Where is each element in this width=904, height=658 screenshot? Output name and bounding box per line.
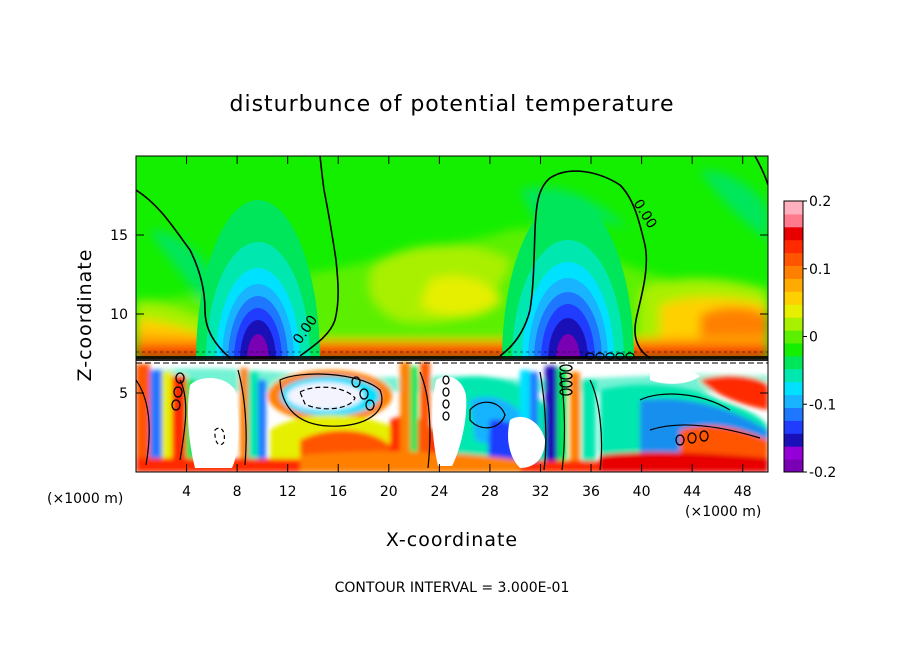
colorbar-swatch [784,381,803,396]
contour-interval-text: CONTOUR INTERVAL = 3.000E-01 [335,580,570,596]
colorbar-swatch [784,291,803,305]
white-pockets [187,367,700,468]
lower-field [136,359,768,472]
colorbar-swatch [784,278,803,292]
colorbar-swatch [784,239,803,254]
x-unit-label-right: (×1000 m) [685,504,761,520]
colorbar-label: 0.2 [809,194,831,210]
interface-band [136,351,768,364]
colorbar-swatch [784,330,803,344]
cold-dome-left [196,200,320,359]
colorbar-label: 0 [809,330,818,346]
y-axis-title: Z-coordinate [74,249,96,382]
lower-contours [136,369,761,471]
colorbar-swatch [784,355,803,370]
colorbar-swatch [784,368,803,383]
x-axis-ticks: 4 8 12 16 20 24 28 32 36 40 44 48 [182,156,752,500]
colorbar-swatch [784,265,803,279]
colorbar-swatch [784,407,803,421]
upper-field: 0.00 0.00 [136,156,768,359]
colorbar-swatch [784,213,803,228]
y-tick-label: 5 [119,386,128,402]
colorbar-swatch [784,459,803,473]
x-tick-label: 44 [683,484,701,500]
x-tick-label: 20 [380,484,398,500]
colorbar-label: -0.2 [809,465,836,481]
x-tick-label: 32 [532,484,550,500]
plot-area: 0.00 0.00 [136,156,768,472]
lower-contour-loops [171,364,709,446]
colorbar-swatch [784,252,803,267]
colorbar-label: -0.1 [809,397,836,413]
x-axis-title: X-coordinate [386,529,518,551]
x-tick-label: 28 [481,484,499,500]
x-tick-label: 48 [734,484,752,500]
x-tick-label: 12 [279,484,297,500]
y-tick-label: 10 [110,307,128,323]
x-tick-label: 24 [430,484,448,500]
y-axis-ticks: 5 10 15 [110,228,768,402]
colorbar-swatch [784,394,803,408]
x-tick-label: 36 [582,484,600,500]
zero-contours-upper [136,156,768,359]
colorbar-swatch [784,201,803,215]
colorbar-swatch [784,317,803,331]
colorbar-swatch [784,420,803,434]
colorbar-label: 0.1 [809,262,831,278]
colorbar-labels: 0.2 0.1 0 -0.1 -0.2 [803,194,836,481]
colorbar-swatch [784,304,803,318]
colorbar-swatch [784,433,803,447]
colorbar [783,200,804,473]
x-tick-label: 40 [633,484,651,500]
y-tick-label: 15 [110,228,128,244]
colorbar-swatch [784,226,803,241]
x-tick-label: 16 [329,484,347,500]
chart-title: disturbunce of potential temperature [230,92,675,117]
x-tick-label: 4 [182,484,191,500]
colorbar-swatch [784,446,803,460]
x-tick-label: 8 [233,484,242,500]
colorbar-swatch [784,342,803,357]
x-unit-label-left: (×1000 m) [47,491,123,507]
